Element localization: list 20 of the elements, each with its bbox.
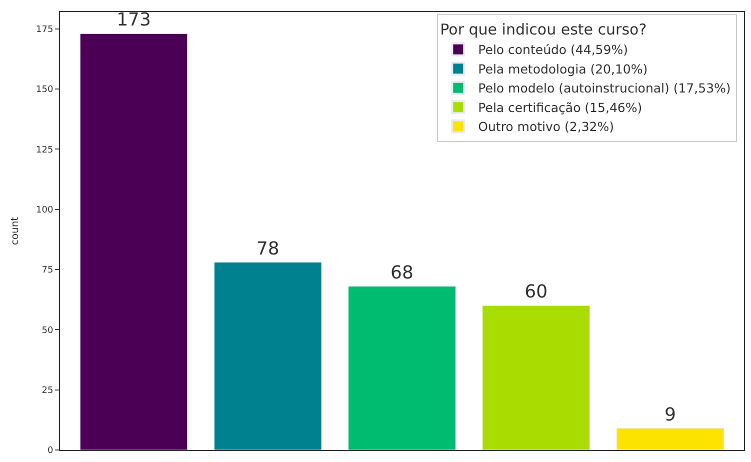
legend-title: Por que indicou este curso? xyxy=(440,20,647,39)
y-tick-label: 125 xyxy=(36,145,54,156)
y-axis-title: count xyxy=(10,216,22,246)
data-label: 173 xyxy=(116,10,151,31)
legend-label: Pela metodologia (20,10%) xyxy=(478,61,648,76)
data-label: 68 xyxy=(390,262,414,284)
legend-label: Pelo conteúdo (44,59%) xyxy=(478,42,628,58)
y-tick-label: 50 xyxy=(42,326,54,336)
y-tick-label: 100 xyxy=(36,205,54,216)
y-tick-label: 0 xyxy=(47,446,54,456)
data-label: 60 xyxy=(524,282,548,303)
y-tick-label: 25 xyxy=(42,386,54,396)
legend-label: Outro motivo (2,32%) xyxy=(478,119,614,134)
legend-label: Pela certificação (15,46%) xyxy=(478,100,642,115)
y-tick-label: 150 xyxy=(36,85,54,96)
data-label: 78 xyxy=(256,238,280,260)
legend-label: Pelo modelo (autoinstrucional) (17,53%) xyxy=(478,80,731,96)
y-tick-label: 75 xyxy=(42,266,54,276)
y-tick-label: 175 xyxy=(36,25,54,35)
data-label: 9 xyxy=(664,404,676,426)
